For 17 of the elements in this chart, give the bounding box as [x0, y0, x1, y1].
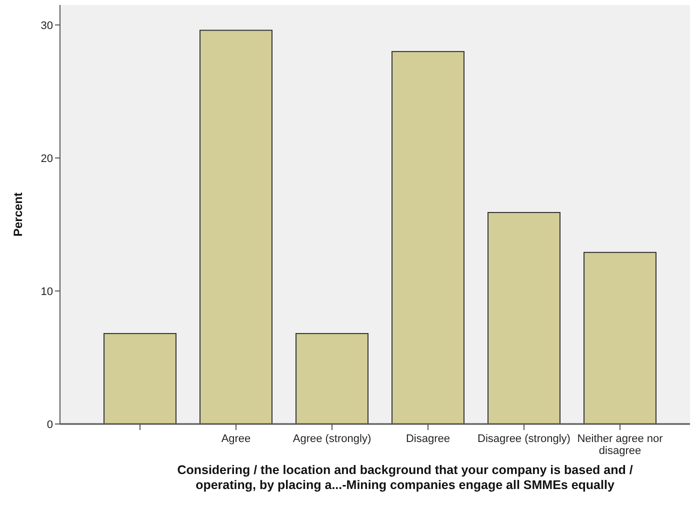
y-tick-label: 10: [40, 286, 53, 298]
x-axis-title: Considering / the location and background that your company is based and / operating, by placing a...-Mining companies engage all SMMEs equally: [177, 463, 634, 492]
y-tick-label: 30: [40, 20, 53, 32]
bar: [200, 30, 272, 424]
bar: [296, 333, 368, 424]
y-tick-label: 20: [40, 152, 53, 165]
bar: [104, 333, 176, 424]
x-tick-label: Disagree (strongly): [478, 433, 570, 445]
bar: [488, 212, 560, 424]
x-tick-label: Disagree: [406, 433, 450, 445]
y-tick-label: 0: [46, 418, 53, 431]
x-tick-label: Neither agree nor disagree: [577, 433, 664, 457]
bar: [392, 51, 464, 424]
x-tick-label: Agree (strongly): [292, 433, 372, 445]
x-tick-label: Agree: [221, 433, 251, 445]
bar: [584, 252, 656, 424]
y-axis-title: Percent: [11, 192, 25, 237]
